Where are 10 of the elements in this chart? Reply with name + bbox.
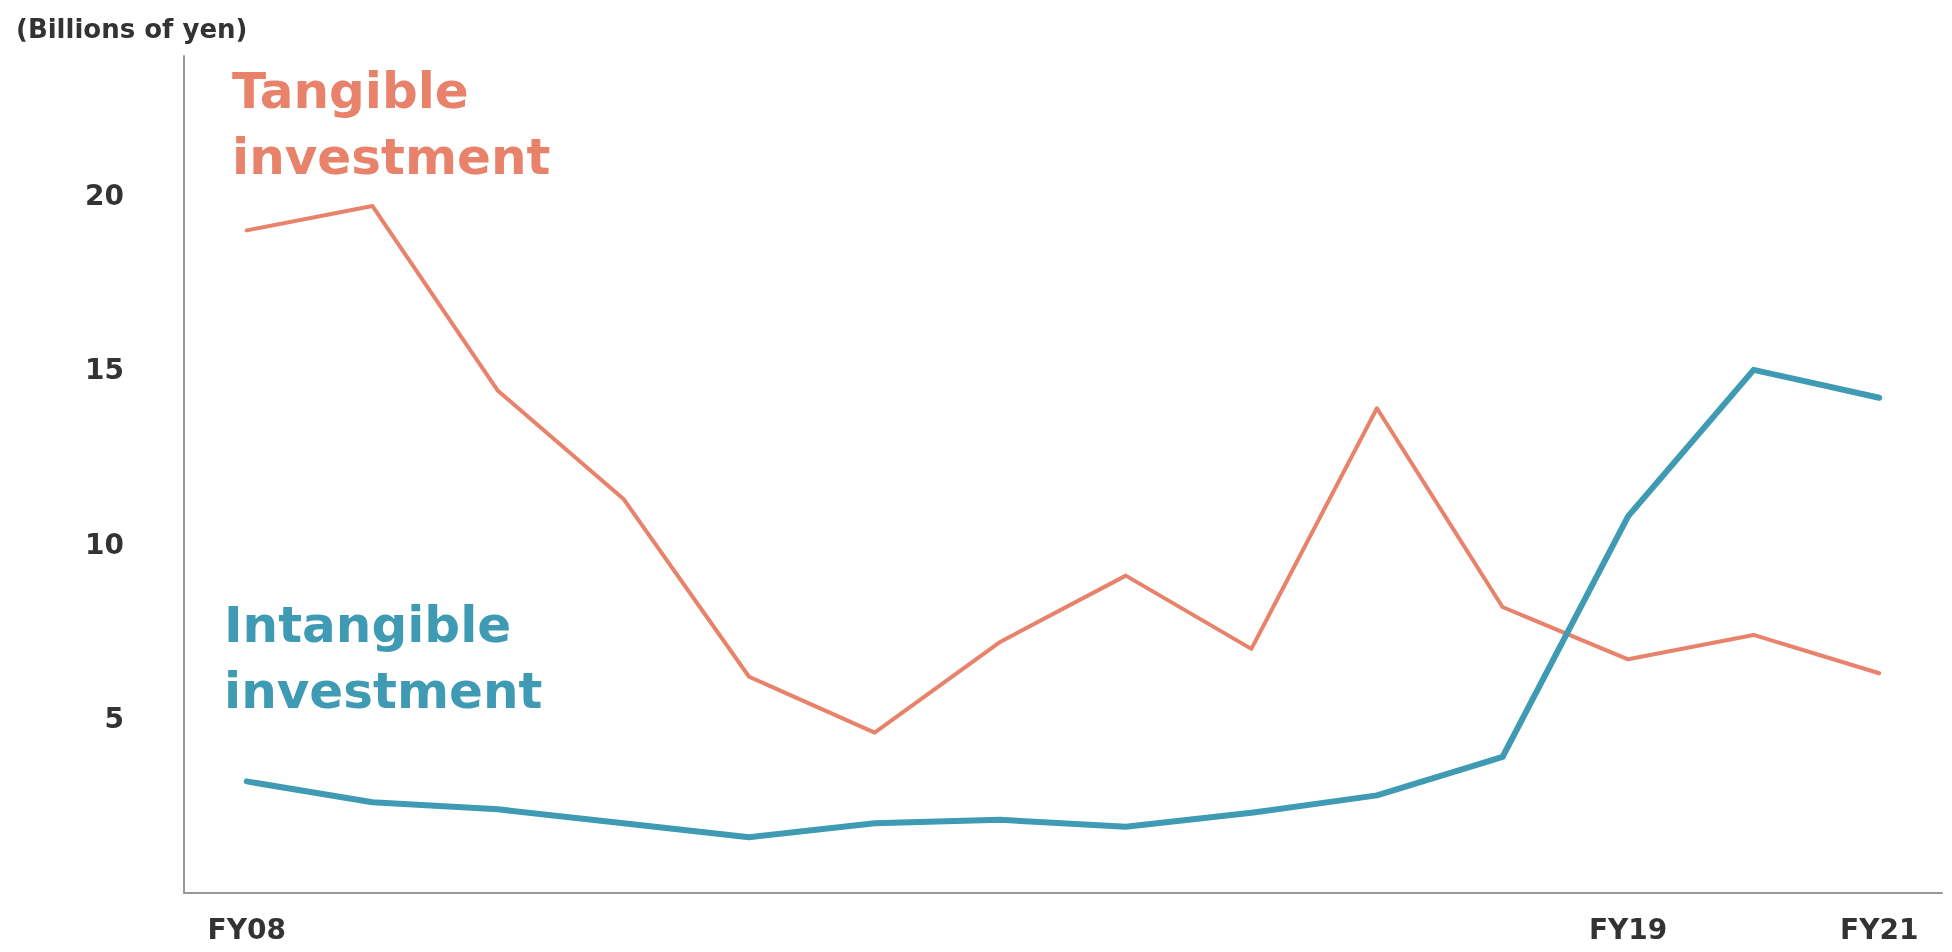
y-axis-title: (Billions of yen) <box>16 14 248 44</box>
series-label: Intangible investment <box>224 596 543 720</box>
y-tick-label: 10 <box>85 527 124 561</box>
series-label: Tangible investment <box>232 62 551 186</box>
x-tick-label: FY08 <box>207 912 286 946</box>
x-tick-label: FY21 <box>1840 912 1919 946</box>
y-tick-label: 15 <box>85 353 124 387</box>
x-tick-label: FY19 <box>1588 912 1668 946</box>
y-tick-label: 5 <box>104 702 124 736</box>
y-tick-label: 20 <box>85 179 124 212</box>
